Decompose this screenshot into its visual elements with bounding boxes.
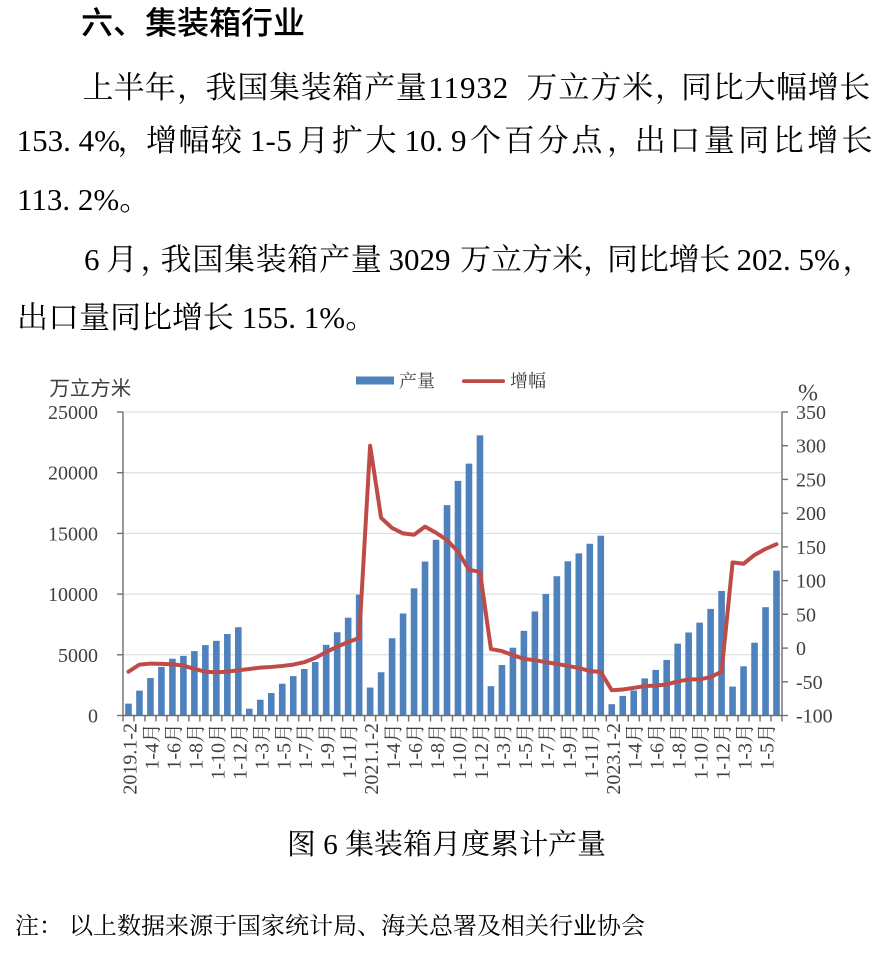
svg-text:1-10月: 1-10月 bbox=[207, 723, 229, 780]
svg-text:1-4月: 1-4月 bbox=[141, 723, 163, 770]
svg-text:200: 200 bbox=[796, 503, 826, 525]
svg-text:1-5月: 1-5月 bbox=[757, 723, 779, 770]
svg-text:1-9月: 1-9月 bbox=[559, 723, 581, 770]
svg-text:增幅: 增幅 bbox=[510, 371, 546, 391]
svg-text:1-5月: 1-5月 bbox=[273, 723, 295, 770]
svg-text:万立方米: 万立方米 bbox=[49, 372, 131, 402]
svg-text:5000: 5000 bbox=[58, 645, 98, 667]
svg-text:10000: 10000 bbox=[48, 584, 98, 606]
svg-text:1-6月: 1-6月 bbox=[647, 723, 669, 770]
svg-text:1-12月: 1-12月 bbox=[713, 723, 735, 780]
svg-text:0: 0 bbox=[796, 638, 806, 660]
svg-text:1-8月: 1-8月 bbox=[427, 723, 449, 770]
svg-text:1-12月: 1-12月 bbox=[471, 723, 493, 780]
svg-text:2023.1-2: 2023.1-2 bbox=[603, 723, 625, 795]
svg-text:20000: 20000 bbox=[48, 463, 98, 485]
svg-text:1-11月: 1-11月 bbox=[339, 723, 361, 779]
svg-text:1-4月: 1-4月 bbox=[383, 723, 405, 770]
svg-text:产量: 产量 bbox=[399, 371, 435, 391]
svg-text:1-7月: 1-7月 bbox=[537, 723, 559, 770]
svg-text:1-4月: 1-4月 bbox=[625, 723, 647, 770]
svg-text:300: 300 bbox=[796, 436, 826, 458]
svg-text:1-8月: 1-8月 bbox=[185, 723, 207, 770]
svg-text:25000: 25000 bbox=[48, 402, 98, 424]
svg-text:0: 0 bbox=[88, 706, 98, 728]
svg-text:1-10月: 1-10月 bbox=[449, 723, 471, 780]
svg-text:1-11月: 1-11月 bbox=[581, 723, 603, 779]
svg-text:%: % bbox=[798, 373, 818, 408]
svg-text:1-5月: 1-5月 bbox=[515, 723, 537, 770]
svg-text:150: 150 bbox=[796, 537, 826, 559]
svg-text:250: 250 bbox=[796, 469, 826, 491]
svg-text:1-10月: 1-10月 bbox=[691, 723, 713, 780]
svg-text:1-6月: 1-6月 bbox=[163, 723, 185, 770]
svg-text:1-9月: 1-9月 bbox=[317, 723, 339, 770]
svg-text:1-3月: 1-3月 bbox=[493, 723, 515, 770]
svg-text:1-7月: 1-7月 bbox=[295, 723, 317, 770]
svg-text:15000: 15000 bbox=[48, 523, 98, 545]
svg-text:350: 350 bbox=[796, 402, 826, 424]
svg-text:1-3月: 1-3月 bbox=[735, 723, 757, 770]
svg-text:1-6月: 1-6月 bbox=[405, 723, 427, 770]
svg-text:2021.1-2: 2021.1-2 bbox=[361, 723, 383, 795]
svg-text:1-12月: 1-12月 bbox=[229, 723, 251, 780]
svg-text:100: 100 bbox=[796, 571, 826, 593]
svg-text:50: 50 bbox=[796, 604, 816, 626]
svg-text:1-8月: 1-8月 bbox=[669, 723, 691, 770]
svg-text:2019.1-2: 2019.1-2 bbox=[119, 723, 141, 795]
svg-text:-100: -100 bbox=[796, 706, 833, 728]
svg-text:1-3月: 1-3月 bbox=[251, 723, 273, 770]
svg-text:-50: -50 bbox=[796, 672, 823, 694]
